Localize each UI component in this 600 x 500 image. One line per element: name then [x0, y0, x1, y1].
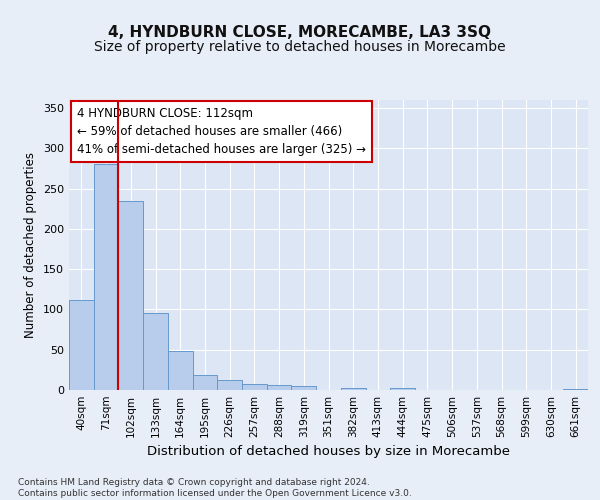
Bar [341, 388, 365, 390]
Bar [242, 384, 267, 390]
Text: 4, HYNDBURN CLOSE, MORECAMBE, LA3 3SQ: 4, HYNDBURN CLOSE, MORECAMBE, LA3 3SQ [109, 25, 491, 40]
X-axis label: Distribution of detached houses by size in Morecambe: Distribution of detached houses by size … [147, 446, 510, 458]
Bar [118, 200, 143, 390]
Text: Size of property relative to detached houses in Morecambe: Size of property relative to detached ho… [94, 40, 506, 54]
Bar [193, 374, 217, 390]
Bar [563, 389, 588, 390]
Bar [217, 380, 242, 390]
Bar [390, 388, 415, 390]
Y-axis label: Number of detached properties: Number of detached properties [25, 152, 37, 338]
Bar [94, 164, 118, 390]
Bar [168, 350, 193, 390]
Text: 4 HYNDBURN CLOSE: 112sqm
← 59% of detached houses are smaller (466)
41% of semi-: 4 HYNDBURN CLOSE: 112sqm ← 59% of detach… [77, 108, 366, 156]
Text: Contains HM Land Registry data © Crown copyright and database right 2024.
Contai: Contains HM Land Registry data © Crown c… [18, 478, 412, 498]
Bar [69, 300, 94, 390]
Bar [143, 312, 168, 390]
Bar [267, 385, 292, 390]
Bar [292, 386, 316, 390]
